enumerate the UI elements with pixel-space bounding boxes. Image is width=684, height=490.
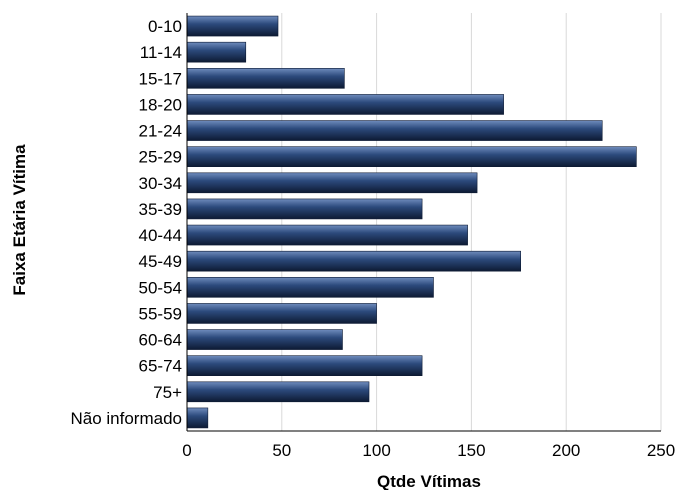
y-tick-label-14: 75+ bbox=[153, 383, 182, 402]
y-tick-label-4: 21-24 bbox=[139, 122, 182, 141]
y-axis-title: Faixa Etária Vítima bbox=[10, 144, 29, 296]
y-tick-label-6: 30-34 bbox=[139, 174, 182, 193]
y-tick-label-9: 45-49 bbox=[139, 252, 182, 271]
x-tick-label-200: 200 bbox=[552, 441, 580, 460]
x-axis-title: Qtde Vítimas bbox=[377, 472, 481, 490]
y-tick-label-2: 15-17 bbox=[139, 69, 182, 88]
x-tick-label-250: 250 bbox=[647, 441, 675, 460]
x-tick-label-50: 50 bbox=[272, 441, 291, 460]
bar-14 bbox=[186, 381, 370, 403]
bar-6 bbox=[186, 172, 478, 194]
bar-11 bbox=[186, 303, 377, 324]
bars bbox=[186, 15, 637, 429]
bar-13 bbox=[186, 355, 423, 376]
y-tick-label-15: Não informado bbox=[70, 409, 182, 428]
bar-0 bbox=[186, 15, 279, 37]
bar-3 bbox=[186, 94, 504, 115]
x-tick-labels: 0 50 100 150 200 250 bbox=[182, 441, 675, 460]
y-tick-label-5: 25-29 bbox=[139, 148, 182, 167]
bar-8 bbox=[186, 224, 468, 246]
bar-12 bbox=[186, 329, 343, 350]
y-tick-label-0: 0-10 bbox=[148, 17, 182, 36]
axes bbox=[186, 13, 661, 432]
y-tick-label-11: 55-59 bbox=[139, 304, 182, 323]
y-tick-label-3: 18-20 bbox=[139, 95, 182, 114]
y-tick-label-12: 60-64 bbox=[139, 331, 182, 350]
y-tick-label-10: 50-54 bbox=[139, 278, 182, 297]
bar-1 bbox=[186, 41, 247, 63]
bar-7 bbox=[186, 198, 423, 220]
bar-9 bbox=[186, 250, 521, 272]
bar-4 bbox=[186, 120, 603, 141]
x-tick-label-0: 0 bbox=[182, 441, 191, 460]
bar-10 bbox=[186, 277, 434, 298]
bar-15 bbox=[186, 407, 209, 429]
bar-5 bbox=[186, 146, 637, 167]
y-tick-label-7: 35-39 bbox=[139, 200, 182, 219]
x-tick-label-100: 100 bbox=[362, 441, 390, 460]
y-tick-labels: 0-10 11-14 15-17 18-20 21-24 25-29 30-34 35-39 4… bbox=[70, 17, 182, 428]
bar-2 bbox=[186, 68, 345, 89]
y-tick-label-8: 40-44 bbox=[139, 226, 182, 245]
x-tick-label-150: 150 bbox=[457, 441, 485, 460]
y-tick-label-13: 65-74 bbox=[139, 357, 182, 376]
y-tick-label-1: 11-14 bbox=[140, 43, 182, 62]
